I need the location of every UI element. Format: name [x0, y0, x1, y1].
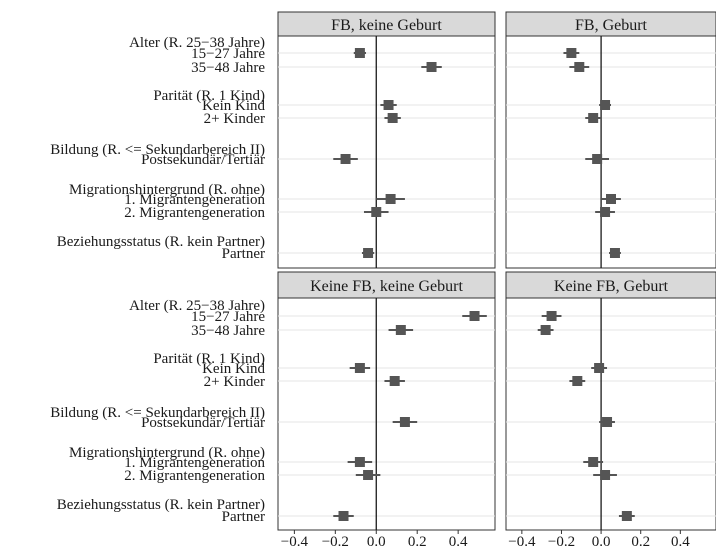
x-tick-label: −0.2	[322, 534, 349, 548]
estimate-point	[340, 154, 351, 164]
row-label: 1. Migrantengeneration	[124, 192, 265, 208]
row-label: Migrationshintergrund (R. ohne)	[69, 445, 265, 461]
row-label: 2+ Kinder	[204, 374, 265, 390]
estimate-point	[600, 207, 611, 217]
panel-title: FB, keine Geburt	[331, 17, 442, 34]
row-label: Beziehungsstatus (R. kein Partner)	[57, 497, 265, 513]
panel-title: FB, Geburt	[575, 17, 648, 34]
estimate-point	[588, 113, 599, 123]
estimate-point	[588, 457, 599, 467]
panel-frame	[277, 297, 496, 531]
estimate-point	[600, 100, 611, 110]
row-label: 35−48 Jahre	[191, 60, 265, 76]
estimate-point	[602, 417, 613, 427]
estimate-point	[338, 511, 349, 521]
estimate-point	[395, 325, 406, 335]
row-label: Postsekundär/Tertiär	[141, 415, 265, 431]
estimate-point	[426, 62, 437, 72]
estimate-point	[609, 248, 620, 258]
row-label: Partner	[222, 509, 265, 525]
panel-frame	[277, 35, 496, 269]
estimate-point	[469, 311, 480, 321]
panel-strip	[277, 11, 496, 37]
estimate-point	[621, 511, 632, 521]
estimate-point	[387, 113, 398, 123]
row-label: 15−27 Jahre	[191, 46, 265, 62]
panel-frame	[505, 297, 716, 531]
estimate-point	[363, 248, 374, 258]
estimate-point	[606, 194, 616, 204]
estimate-point	[594, 363, 605, 373]
estimate-point	[371, 207, 382, 217]
row-label: Beziehungsstatus (R. kein Partner)	[57, 234, 265, 250]
estimate-point	[592, 154, 603, 164]
x-tick-label: 0.2	[408, 534, 427, 548]
row-label: Parität (R. 1 Kind)	[153, 351, 265, 367]
panel-strip	[505, 271, 716, 299]
x-tick-label: 0.4	[449, 534, 468, 548]
row-label: Kein Kind	[202, 361, 265, 377]
panel-title: Keine FB, Geburt	[554, 278, 669, 295]
estimate-point	[399, 417, 410, 427]
row-label: 2+ Kinder	[204, 111, 265, 127]
row-label: 15−27 Jahre	[191, 309, 265, 325]
row-label: Partner	[222, 246, 265, 262]
row-label: 2. Migrantengeneration	[124, 205, 265, 221]
panel-strip	[505, 11, 716, 37]
estimate-point	[566, 48, 577, 58]
x-tick-label: −0.4	[508, 534, 536, 548]
x-tick-label: 0.2	[631, 534, 650, 548]
row-label: 1. Migrantengeneration	[124, 455, 265, 471]
row-label: Bildung (R. <= Sekundarbereich II)	[50, 142, 265, 158]
row-label: Parität (R. 1 Kind)	[153, 88, 265, 104]
estimate-point	[540, 325, 551, 335]
panel-title: Keine FB, keine Geburt	[310, 278, 463, 295]
estimate-point	[385, 194, 396, 204]
row-label: 2. Migrantengeneration	[124, 468, 265, 484]
x-tick-label: 0.0	[367, 534, 386, 548]
estimate-point	[354, 363, 365, 373]
panel-frame	[505, 35, 716, 269]
row-label: 35−48 Jahre	[191, 323, 265, 339]
row-label: Alter (R. 25−38 Jahre)	[129, 298, 265, 314]
estimate-point	[354, 48, 365, 58]
row-label: Postsekundär/Tertiär	[141, 152, 265, 168]
estimate-point	[574, 62, 585, 72]
x-tick-label: −0.2	[548, 534, 575, 548]
estimate-point	[363, 470, 374, 480]
estimate-point	[383, 100, 394, 110]
row-label: Kein Kind	[202, 98, 265, 114]
row-label: Migrationshintergrund (R. ohne)	[69, 182, 265, 198]
x-tick-label: −0.4	[281, 534, 309, 548]
estimate-point	[572, 376, 583, 386]
estimate-point	[546, 311, 557, 321]
estimate-point	[354, 457, 365, 467]
x-tick-label: 0.4	[671, 534, 690, 548]
row-label: Bildung (R. <= Sekundarbereich II)	[50, 405, 265, 421]
row-label: Alter (R. 25−38 Jahre)	[129, 35, 265, 51]
estimate-point	[600, 470, 611, 480]
estimate-point	[389, 376, 400, 386]
x-tick-label: 0.0	[592, 534, 611, 548]
